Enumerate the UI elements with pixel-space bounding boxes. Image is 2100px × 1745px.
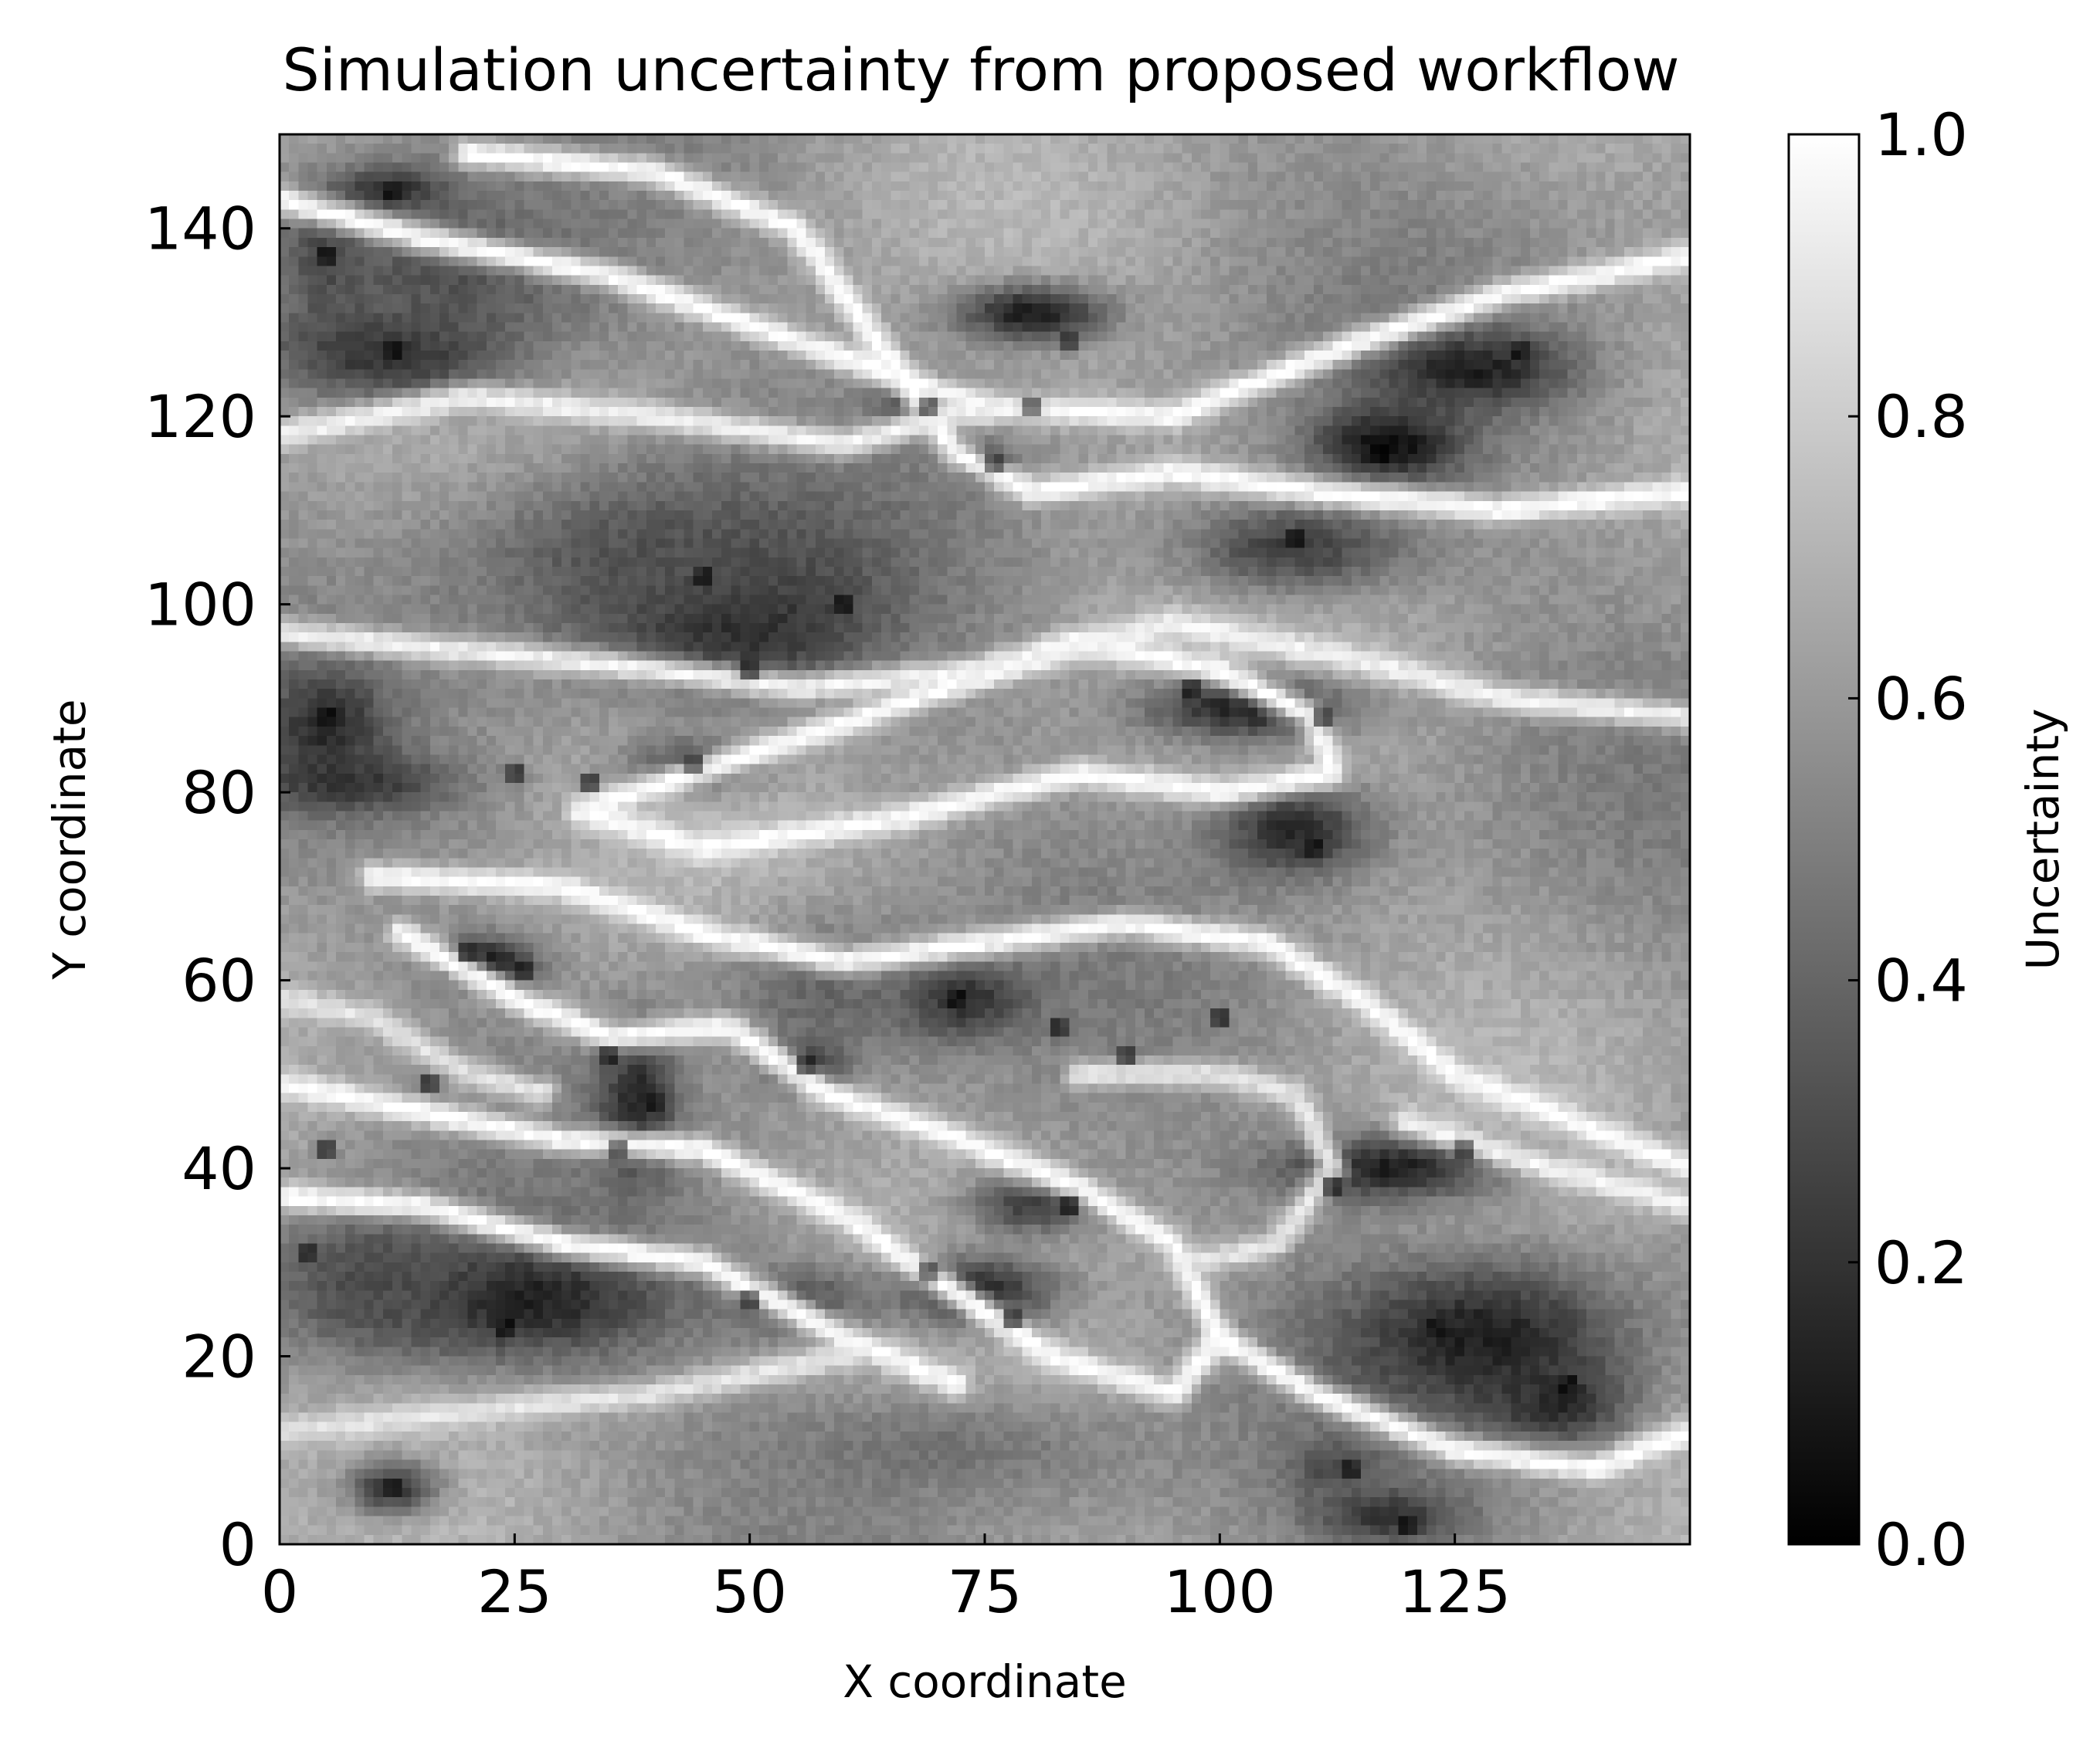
y-tick-label: 0 xyxy=(219,1510,256,1579)
colorbar-tick-label: 1.0 xyxy=(1874,100,1968,169)
x-tick-label: 100 xyxy=(1164,1557,1276,1626)
y-tick-label: 40 xyxy=(182,1134,256,1203)
heatmap-image xyxy=(280,134,1690,1544)
chart-title: Simulation uncertainty from proposed wor… xyxy=(283,36,1680,104)
x-axis: 0 25 50 75 100 125 xyxy=(261,1533,1511,1626)
heatmap-canvas-holder xyxy=(280,134,1690,1544)
colorbar-tick-label: 0.6 xyxy=(1874,664,1968,733)
y-tick-label: 80 xyxy=(182,758,256,827)
x-tick-label: 125 xyxy=(1399,1557,1511,1626)
y-tick-label: 120 xyxy=(144,382,256,451)
x-tick-label: 75 xyxy=(948,1557,1023,1626)
colorbar-tick-label: 0.0 xyxy=(1874,1510,1968,1579)
colorbar-tick-label: 0.8 xyxy=(1874,382,1968,451)
x-axis-label: X coordinate xyxy=(843,1655,1127,1708)
colorbar-axis: 0.0 0.2 0.4 0.6 0.8 1.0 xyxy=(1848,100,1968,1579)
colorbar xyxy=(1787,133,1861,1546)
y-tick-label: 20 xyxy=(182,1323,256,1391)
x-tick-label: 25 xyxy=(477,1557,552,1626)
colorbar-label: Uncertainty xyxy=(2017,709,2069,971)
y-axis-label: Y coordinate xyxy=(43,699,96,980)
colorbar-tick-label: 0.2 xyxy=(1874,1228,1968,1297)
x-tick-label: 0 xyxy=(261,1557,298,1626)
y-tick-label: 140 xyxy=(144,195,256,263)
x-tick-label: 50 xyxy=(712,1557,787,1626)
y-tick-label: 100 xyxy=(144,571,256,639)
y-tick-label: 60 xyxy=(182,947,256,1015)
y-axis: 0 20 40 60 80 100 120 140 xyxy=(144,195,290,1579)
colorbar-tick-label: 0.4 xyxy=(1874,947,1968,1015)
